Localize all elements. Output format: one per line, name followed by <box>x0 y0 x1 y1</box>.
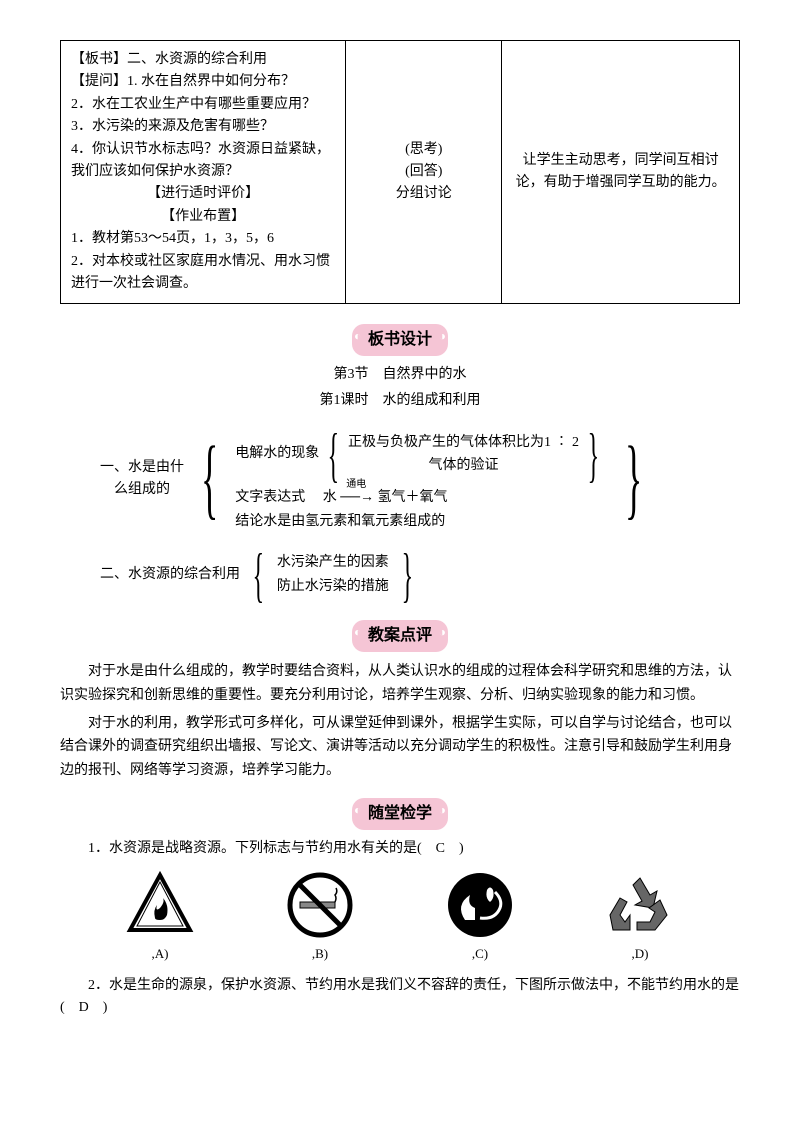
col2-line: (回答) <box>356 161 491 183</box>
water-saving-icon <box>445 870 515 940</box>
badge-text: 教案点评 <box>352 620 448 652</box>
section-title: 第3节 自然界中的水 <box>60 364 740 386</box>
lesson-title: 第1课时 水的组成和利用 <box>60 390 740 412</box>
col2-line: (思考) <box>356 139 491 161</box>
board-design-badge: 板书设计 <box>60 324 740 356</box>
formula-line: 文字表达式 水 通电 ──→ 氢气＋氧气 <box>235 487 608 509</box>
col1-line: 【板书】二、水资源的综合利用 <box>71 49 335 71</box>
review-badge: 教案点评 <box>60 620 740 652</box>
recycle-icon <box>605 870 675 940</box>
bracket-close-icon: } <box>625 434 642 524</box>
bracket-open-icon: { <box>328 425 340 485</box>
question-2: 2．水是生命的源泉，保护水资源、节约用水是我们义不容辞的责任，下图所示做法中，不… <box>60 975 740 1020</box>
choice-b: ,B) <box>285 870 355 965</box>
inner-line: 正极与负极产生的气体体积比为1 ∶ 2 <box>348 432 579 454</box>
col1-line: 2．水在工农业生产中有哪些重要应用？ <box>71 94 335 116</box>
part1-content: 电解水的现象 { 正极与负极产生的气体体积比为1 ∶ 2 气体的验证 } 文字表… <box>231 423 612 536</box>
bracket-open-icon: { <box>253 545 265 605</box>
choice-label: ,C) <box>472 944 488 965</box>
col1-line: 【提问】1. 水在自然界中如何分布？ <box>71 71 335 93</box>
part2-line: 防止水污染的措施 <box>277 576 389 598</box>
choice-label: ,D) <box>632 944 649 965</box>
part2-label: 二、水资源的综合利用 <box>100 564 244 586</box>
flammable-warning-icon <box>125 870 195 940</box>
badge-text: 板书设计 <box>352 324 448 356</box>
bracket-open-icon: { <box>201 434 218 524</box>
col1-line: 2．对本校或社区家庭用水情况、用水习惯进行一次社会调查。 <box>71 251 335 296</box>
part2-content: 水污染产生的因素 防止水污染的措施 <box>273 550 393 601</box>
col1-line: 【作业布置】 <box>71 206 335 228</box>
table-col1: 【板书】二、水资源的综合利用 【提问】1. 水在自然界中如何分布？ 2．水在工农… <box>61 41 346 304</box>
choice-d: ,D) <box>605 870 675 965</box>
quiz-badge: 随堂检学 <box>60 798 740 830</box>
col1-line: 【进行适时评价】 <box>71 183 335 205</box>
composition-block: 一、水是由什 么组成的 { 电解水的现象 { 正极与负极产生的气体体积比为1 ∶… <box>100 423 740 536</box>
part1-label: 一、水是由什 么组成的 <box>100 457 188 502</box>
choice-c: ,C) <box>445 870 515 965</box>
col3-text: 让学生主动思考，同学间互相讨论，有助于增强同学互助的能力。 <box>516 153 726 190</box>
col2-line: 分组讨论 <box>356 183 491 205</box>
choice-label: ,A) <box>152 944 169 965</box>
q1-choices: ,A) ,B) ,C) <box>60 870 740 965</box>
table-col3: 让学生主动思考，同学间互相讨论，有助于增强同学互助的能力。 <box>502 41 740 304</box>
badge-text: 随堂检学 <box>352 798 448 830</box>
conclusion-line: 结论水是由氢元素和氧元素组成的 <box>235 511 608 533</box>
review-para2: 对于水的利用，教学形式可多样化，可从课堂延伸到课外，根据学生实际，可以自学与讨论… <box>60 712 740 783</box>
part2-line: 水污染产生的因素 <box>277 552 389 574</box>
col1-line: 3．水污染的来源及危害有哪些？ <box>71 116 335 138</box>
resource-block: 二、水资源的综合利用 { 水污染产生的因素 防止水污染的措施 } <box>100 545 740 605</box>
choice-a: ,A) <box>125 870 195 965</box>
col1-line: 1．教材第53～54页，1，3，5，6 <box>71 228 335 250</box>
bracket-close-icon: } <box>588 425 600 485</box>
col1-line: 4．你认识节水标志吗？水资源日益紧缺，我们应该如何保护水资源？ <box>71 139 335 184</box>
inner-line: 气体的验证 <box>348 455 579 477</box>
inner-label: 电解水的现象 <box>235 443 319 465</box>
table-col2: (思考) (回答) 分组讨论 <box>346 41 502 304</box>
no-smoking-icon <box>285 870 355 940</box>
review-para1: 对于水是由什么组成的，教学时要结合资料，从人类认识水的组成的过程体会科学研究和思… <box>60 660 740 708</box>
lesson-plan-table: 【板书】二、水资源的综合利用 【提问】1. 水在自然界中如何分布？ 2．水在工农… <box>60 40 740 304</box>
question-1: 1．水资源是战略资源。下列标志与节约用水有关的是( C ) <box>60 838 740 860</box>
choice-label: ,B) <box>312 944 328 965</box>
bracket-close-icon: } <box>401 545 413 605</box>
